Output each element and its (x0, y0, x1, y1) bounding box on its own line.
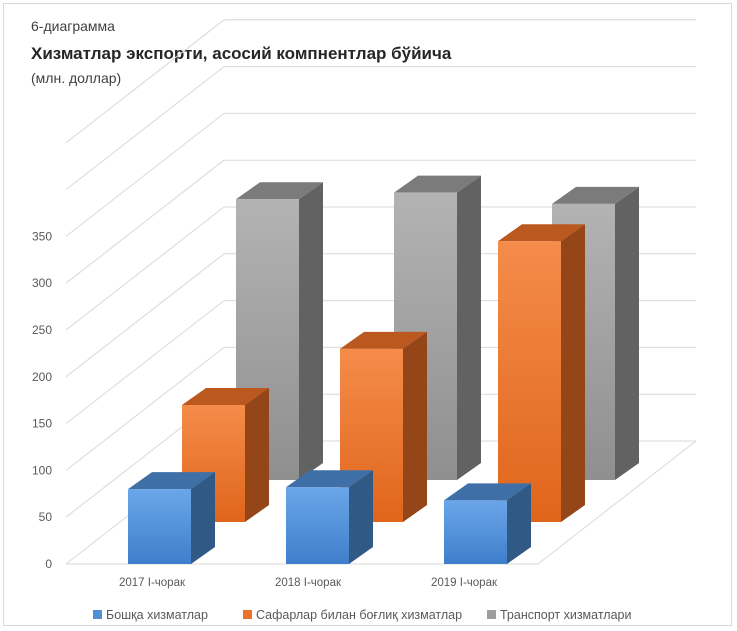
bar-0-2 (444, 483, 531, 564)
y-tick-label: 250 (32, 323, 52, 337)
legend-entry: Бошқа хизматлар (106, 608, 208, 622)
bar-1-2 (498, 224, 585, 522)
x-tick-label: 2019 I-чорак (431, 577, 498, 589)
bar-top (286, 470, 373, 488)
legend-swatch (243, 610, 252, 619)
floor-right-edge (537, 440, 697, 565)
gridline-side (65, 66, 225, 190)
gridline-side (65, 159, 225, 284)
bar-front (498, 241, 561, 522)
bar-front (128, 489, 191, 564)
bar-side (299, 182, 323, 480)
bar-side (403, 331, 427, 522)
legend-entry: Сафарлар билан боғлиқ хизматлар (256, 608, 462, 622)
legend-entry: Транспорт хизматлари (500, 608, 631, 622)
bar-top (394, 175, 481, 193)
bar-top (182, 388, 269, 405)
gridline-side (65, 206, 225, 331)
gridline-side (65, 19, 225, 144)
bar-side (615, 186, 639, 480)
bar-0-0 (128, 472, 215, 564)
chart-label: 6-диаграмма (31, 18, 115, 34)
chart-unit: (млн. доллар) (31, 70, 122, 86)
y-tick-label: 350 (32, 229, 52, 243)
bar-top (236, 182, 323, 200)
legend-swatch (93, 610, 102, 619)
bar-top (444, 483, 531, 501)
y-tick-label: 300 (32, 276, 52, 290)
bar-side (561, 224, 585, 522)
bar-side (457, 175, 481, 480)
bar-side (507, 483, 531, 564)
bar-side (191, 472, 215, 564)
legend-swatch (487, 610, 496, 619)
x-tick-label: 2017 I-чорак (119, 577, 186, 589)
y-tick-label: 200 (32, 370, 52, 384)
x-tick-label: 2018 I-чорак (275, 577, 342, 589)
y-tick-label: 50 (39, 510, 53, 524)
y-tick-label: 0 (45, 557, 52, 571)
bar-0-1 (286, 470, 373, 564)
gridline-side (65, 347, 225, 471)
bar-top (552, 186, 639, 204)
bar-top (128, 472, 215, 490)
gridline-side (65, 113, 225, 237)
bar-top (498, 224, 585, 242)
chart-title: Хизматлар экспорти, асосий компнентлар б… (31, 44, 452, 63)
y-tick-label: 150 (32, 417, 52, 431)
y-tick-label: 100 (32, 463, 52, 477)
bar-front (444, 500, 507, 564)
bar-side (245, 388, 269, 522)
bar-front (286, 487, 349, 564)
bar-top (340, 331, 427, 349)
gridline-side (65, 253, 225, 378)
bar-side (349, 470, 373, 564)
gridline-side (65, 300, 225, 424)
